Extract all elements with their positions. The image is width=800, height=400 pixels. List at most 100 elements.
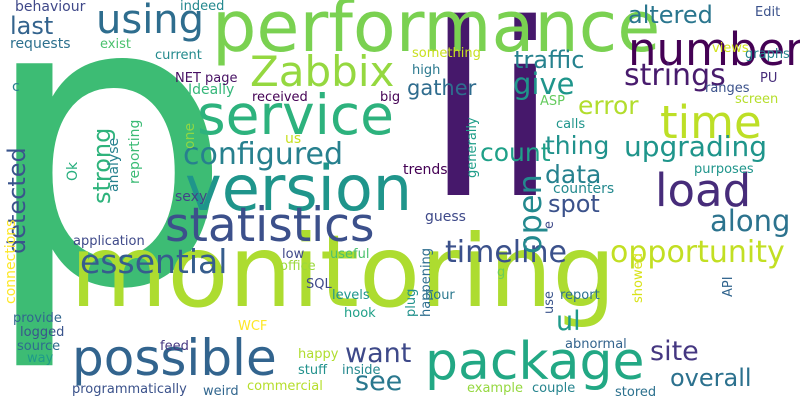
word-upgrading: upgrading	[624, 130, 768, 163]
word-big: big	[380, 90, 401, 105]
word-plug: plug	[404, 288, 419, 317]
word-report: report	[560, 288, 600, 303]
word-error: error	[578, 91, 639, 120]
word-current: current	[155, 48, 202, 63]
word-us: us	[285, 131, 302, 147]
word-stored: stored	[615, 385, 657, 400]
word-spot: spot	[548, 190, 600, 218]
word-one: one	[182, 122, 198, 149]
word-useful: useful	[330, 247, 370, 262]
word-inside: inside	[342, 363, 381, 378]
word-hour: hour	[425, 288, 455, 303]
word-essential: essential	[80, 242, 228, 281]
word-service: service	[197, 83, 395, 147]
word-reporting: reporting	[127, 119, 143, 184]
word-calls: calls	[556, 117, 586, 132]
word-views: views	[712, 41, 749, 56]
word-open: open	[511, 174, 549, 254]
word-give: give	[513, 67, 575, 101]
word-happening: happening	[419, 247, 434, 317]
word-application: application	[73, 234, 145, 249]
word-feed: feed	[160, 339, 189, 354]
word-g: g	[497, 265, 506, 280]
word-provide: provide	[13, 311, 62, 326]
word-low: low	[282, 247, 305, 262]
word-see: see	[355, 366, 403, 397]
word-altered: altered	[628, 1, 713, 29]
word-zabbix: Zabbix	[250, 47, 395, 96]
word-gather: gather	[407, 76, 477, 100]
word-counters: counters	[553, 181, 615, 197]
word-edit: Edit	[755, 5, 781, 20]
word-trends: trends	[403, 162, 448, 178]
word-possible: possible	[72, 329, 277, 387]
word-example: example	[467, 381, 523, 396]
word-high: high	[412, 63, 441, 78]
word-asp: ASP	[540, 94, 565, 109]
word-hook: hook	[344, 306, 376, 321]
word-received: received	[252, 90, 308, 105]
word-last: last	[10, 12, 54, 40]
word-guess: guess	[425, 209, 466, 225]
word-stuff: stuff	[298, 363, 328, 378]
word-commercial: commercial	[247, 379, 323, 394]
word-sexy: sexy	[175, 189, 208, 205]
word-package: package	[425, 332, 645, 392]
word-ideally: Ideally	[188, 82, 235, 98]
word-using: using	[96, 0, 205, 43]
word-pu: PU	[760, 71, 778, 86]
word-wcf: WCF	[238, 319, 268, 334]
word-load: load	[655, 164, 752, 217]
word-net-page: NET page	[175, 71, 238, 86]
word-behaviour: behaviour	[15, 0, 86, 15]
word-number: number	[628, 23, 800, 76]
word-logged: logged	[20, 325, 65, 340]
word-ok: Ok	[65, 161, 81, 181]
word-connections: connections	[3, 219, 19, 304]
word-graphs: graphs	[745, 47, 790, 62]
word-count: count	[480, 138, 551, 167]
word-traffic: traffic	[514, 46, 585, 74]
word-ul: ul	[556, 306, 581, 337]
word-requests: requests	[10, 36, 71, 52]
word-p: p	[0, 0, 234, 377]
word-sql: SQL	[306, 277, 332, 292]
word-purposes: purposes	[694, 162, 754, 177]
word-indeed: indeed	[180, 0, 225, 14]
word-generally: generally	[465, 117, 480, 178]
word-opportunity: opportunity	[610, 235, 785, 270]
word-version: version	[185, 152, 413, 225]
word-way: way	[27, 351, 54, 366]
word-data: data	[545, 160, 602, 189]
word-abnormal: abnormal	[565, 337, 627, 352]
word-showed: showed	[631, 253, 646, 303]
word-weird: weird	[203, 384, 239, 399]
word-programmatically: programmatically	[72, 382, 187, 397]
word-source: source	[17, 339, 61, 354]
word-statistics: statistics	[165, 198, 375, 253]
word-ranges: ranges	[705, 81, 750, 96]
word-monitoring: monitoring	[70, 213, 616, 330]
word-levels: levels	[332, 288, 370, 303]
word-office: office	[280, 259, 316, 274]
word-site: site	[650, 336, 699, 367]
word-performance: performance	[212, 0, 661, 68]
word-thing: thing	[545, 131, 610, 160]
word-e: e	[542, 221, 557, 229]
word-screen: screen	[735, 92, 779, 107]
word-overall: overall	[670, 364, 752, 392]
word-api: API	[721, 276, 736, 297]
word-strings: strings	[624, 58, 726, 93]
word-happy: happy	[298, 347, 339, 362]
word-li: li	[425, 0, 559, 252]
word-want: want	[345, 338, 412, 369]
word-configured: configured	[183, 137, 343, 172]
word-analyse: analyse	[106, 137, 122, 192]
word-use: use	[542, 290, 557, 314]
word-couple: couple	[532, 381, 576, 396]
word-time: time	[660, 96, 762, 149]
word-c: c	[12, 79, 20, 95]
word-something: something	[412, 46, 481, 61]
word-timeline: timeline	[445, 235, 567, 270]
word-exist: exist	[100, 37, 131, 52]
